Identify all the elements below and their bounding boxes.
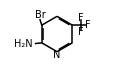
Text: F: F (78, 27, 84, 37)
Text: Br: Br (35, 10, 46, 20)
Text: N: N (53, 50, 61, 60)
Text: F: F (84, 20, 90, 30)
Text: F: F (78, 13, 84, 23)
Text: H₂N: H₂N (14, 38, 33, 49)
